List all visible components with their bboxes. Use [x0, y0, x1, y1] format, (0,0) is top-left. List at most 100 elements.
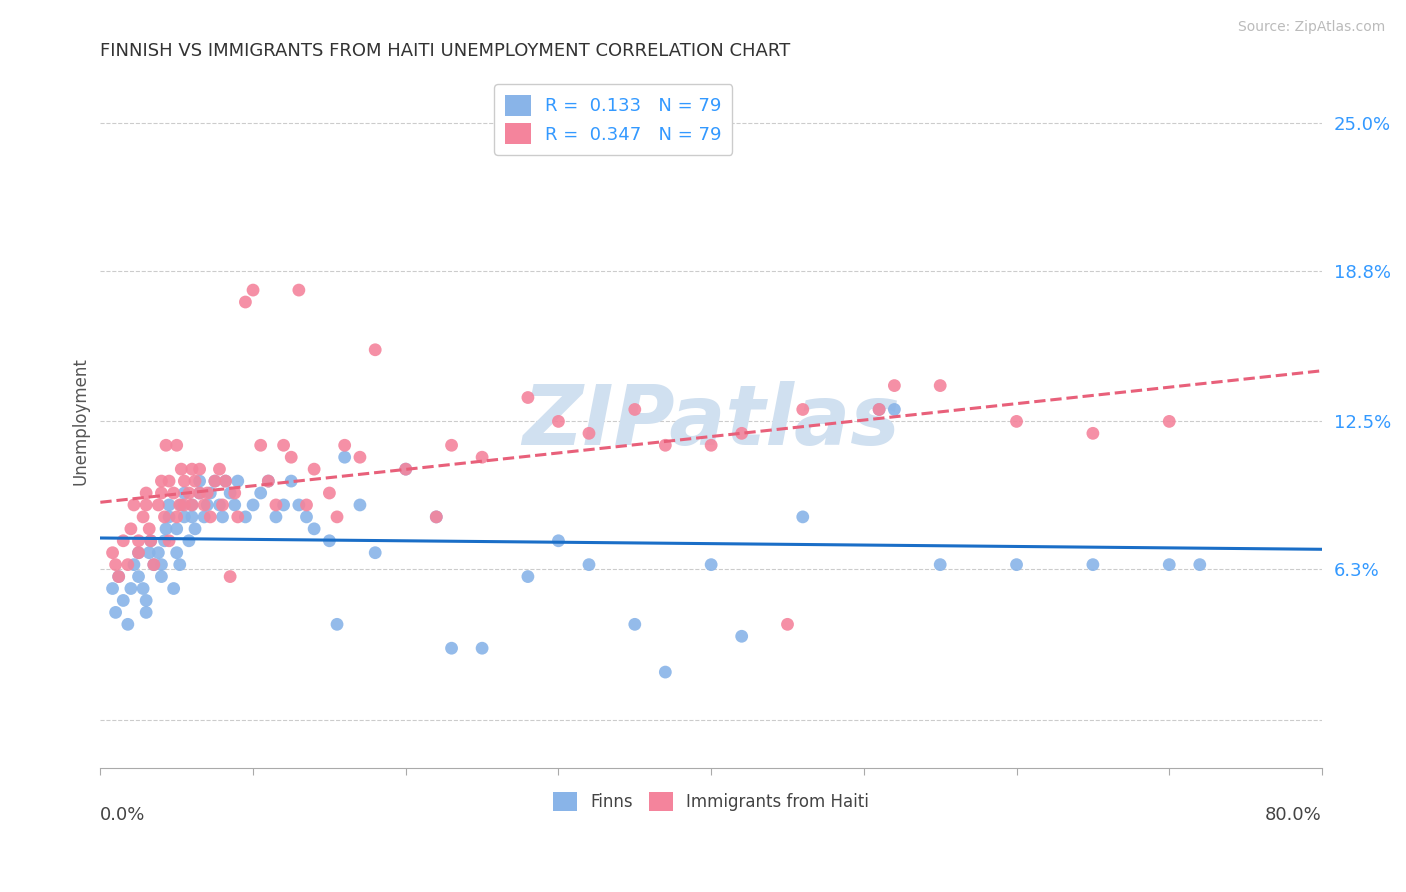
- Point: [120, 582, 142, 596]
- Point: [122, 558, 145, 572]
- Point: [153, 533, 176, 548]
- Text: 80.0%: 80.0%: [1265, 805, 1322, 824]
- Point: [117, 558, 139, 572]
- Point: [195, 486, 218, 500]
- Point: [333, 450, 356, 465]
- Point: [135, 498, 157, 512]
- Point: [1081, 426, 1104, 441]
- Point: [318, 533, 340, 548]
- Point: [148, 498, 170, 512]
- Point: [868, 402, 890, 417]
- Point: [333, 438, 356, 452]
- Point: [395, 462, 418, 476]
- Point: [302, 462, 325, 476]
- Point: [280, 474, 302, 488]
- Point: [578, 426, 600, 441]
- Point: [242, 283, 264, 297]
- Point: [112, 533, 135, 548]
- Point: [211, 498, 233, 512]
- Point: [224, 498, 246, 512]
- Point: [264, 498, 287, 512]
- Point: [188, 486, 211, 500]
- Point: [792, 402, 814, 417]
- Point: [166, 509, 188, 524]
- Point: [128, 546, 150, 560]
- Y-axis label: Unemployment: Unemployment: [72, 358, 89, 485]
- Point: [731, 629, 754, 643]
- Point: [155, 438, 177, 452]
- Point: [219, 569, 242, 583]
- Point: [135, 606, 157, 620]
- Point: [177, 533, 200, 548]
- Point: [471, 641, 494, 656]
- Point: [169, 498, 191, 512]
- Point: [181, 509, 204, 524]
- Point: [193, 509, 215, 524]
- Point: [204, 474, 226, 488]
- Point: [200, 486, 222, 500]
- Point: [516, 391, 538, 405]
- Point: [107, 569, 129, 583]
- Point: [193, 498, 215, 512]
- Point: [184, 474, 207, 488]
- Point: [425, 509, 447, 524]
- Point: [623, 617, 645, 632]
- Point: [235, 509, 257, 524]
- Point: [184, 522, 207, 536]
- Point: [157, 474, 180, 488]
- Point: [208, 462, 231, 476]
- Point: [150, 474, 173, 488]
- Point: [117, 617, 139, 632]
- Point: [132, 509, 155, 524]
- Point: [142, 558, 165, 572]
- Point: [349, 498, 371, 512]
- Point: [318, 486, 340, 500]
- Point: [883, 378, 905, 392]
- Point: [242, 498, 264, 512]
- Point: [868, 402, 890, 417]
- Point: [208, 498, 231, 512]
- Point: [516, 569, 538, 583]
- Point: [1159, 558, 1181, 572]
- Point: [249, 438, 271, 452]
- Legend: Finns, Immigrants from Haiti: Finns, Immigrants from Haiti: [547, 786, 876, 818]
- Point: [173, 509, 195, 524]
- Point: [395, 462, 418, 476]
- Point: [295, 509, 318, 524]
- Point: [200, 509, 222, 524]
- Point: [295, 498, 318, 512]
- Point: [440, 438, 463, 452]
- Point: [929, 558, 952, 572]
- Point: [170, 498, 193, 512]
- Point: [326, 509, 349, 524]
- Point: [226, 474, 249, 488]
- Point: [302, 522, 325, 536]
- Point: [104, 606, 127, 620]
- Point: [139, 533, 162, 548]
- Point: [150, 486, 173, 500]
- Point: [364, 546, 387, 560]
- Point: [170, 462, 193, 476]
- Point: [101, 546, 124, 560]
- Point: [181, 498, 204, 512]
- Point: [173, 486, 195, 500]
- Point: [883, 402, 905, 417]
- Point: [1188, 558, 1211, 572]
- Point: [547, 414, 569, 428]
- Point: [128, 569, 150, 583]
- Point: [122, 498, 145, 512]
- Point: [157, 498, 180, 512]
- Point: [128, 533, 150, 548]
- Text: ZIPatlas: ZIPatlas: [522, 381, 900, 462]
- Point: [249, 486, 271, 500]
- Point: [578, 558, 600, 572]
- Point: [188, 462, 211, 476]
- Point: [288, 498, 311, 512]
- Point: [1159, 414, 1181, 428]
- Point: [654, 665, 676, 679]
- Point: [188, 486, 211, 500]
- Point: [150, 569, 173, 583]
- Point: [425, 509, 447, 524]
- Point: [139, 533, 162, 548]
- Point: [112, 593, 135, 607]
